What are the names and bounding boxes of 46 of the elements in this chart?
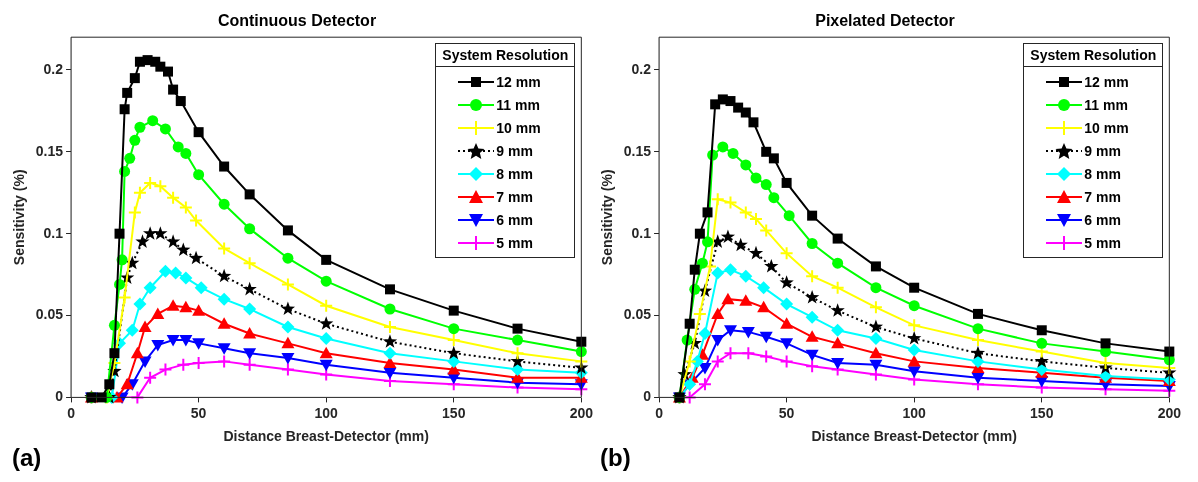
- legend-title: System Resolution: [1024, 44, 1163, 68]
- legend-label: 9 mm: [1084, 142, 1121, 159]
- y-tick-label: 0.1: [43, 224, 64, 241]
- legend-label: 5 mm: [496, 234, 533, 251]
- y-tick-label: 0.05: [623, 306, 652, 323]
- text: (a): [12, 444, 42, 472]
- chart-title: Pixelated Detector: [815, 12, 955, 30]
- legend-label: 12 mm: [1084, 73, 1129, 90]
- legend-label: 6 mm: [1084, 211, 1121, 228]
- x-axis-title: Distance Breast-Detector (mm): [223, 428, 429, 445]
- x-tick-label: 200: [1157, 404, 1182, 421]
- x-axis-title: Distance Breast-Detector (mm): [811, 428, 1017, 445]
- legend-label: 6 mm: [496, 211, 533, 228]
- legend-label: 7 mm: [496, 188, 533, 205]
- legend-label: 8 mm: [496, 165, 533, 182]
- y-tick-label: 0.1: [631, 224, 652, 241]
- y-tick-label: 0: [643, 388, 652, 405]
- y-tick-label: 0.15: [35, 142, 64, 159]
- x-tick-label: 150: [442, 404, 466, 421]
- x-tick-label: 50: [778, 404, 795, 421]
- x-tick-label: 0: [655, 404, 664, 421]
- y-tick-label: 0.2: [43, 60, 64, 77]
- y-axis-title: Sensitivity (%): [11, 169, 28, 266]
- legend-label: 10 mm: [1084, 119, 1129, 136]
- y-tick-label: 0.05: [35, 306, 64, 323]
- x-tick-label: 100: [902, 404, 927, 421]
- chart-title: Continuous Detector: [217, 12, 377, 30]
- x-tick-label: 100: [314, 404, 339, 421]
- legend-label: 7 mm: [1084, 188, 1121, 205]
- text: (b): [600, 444, 631, 472]
- legend-label: 10 mm: [496, 119, 541, 136]
- x-tick-label: 200: [569, 404, 594, 421]
- legend-title: System Resolution: [436, 44, 575, 68]
- y-tick-label: 0.15: [623, 142, 652, 159]
- legend-label: 5 mm: [1084, 234, 1121, 251]
- x-tick-label: 50: [190, 404, 207, 421]
- y-axis-title: Sensitivity (%): [599, 169, 616, 266]
- legend-label: 8 mm: [1084, 165, 1121, 182]
- y-tick-label: 0.2: [631, 60, 652, 77]
- legend-label: 9 mm: [496, 142, 533, 159]
- x-tick-label: 150: [1030, 404, 1054, 421]
- y-tick-label: 0: [55, 388, 64, 405]
- legend-label: 12 mm: [496, 73, 541, 90]
- x-tick-label: 0: [67, 404, 76, 421]
- legend-label: 11 mm: [496, 96, 540, 113]
- legend-label: 11 mm: [1084, 96, 1128, 113]
